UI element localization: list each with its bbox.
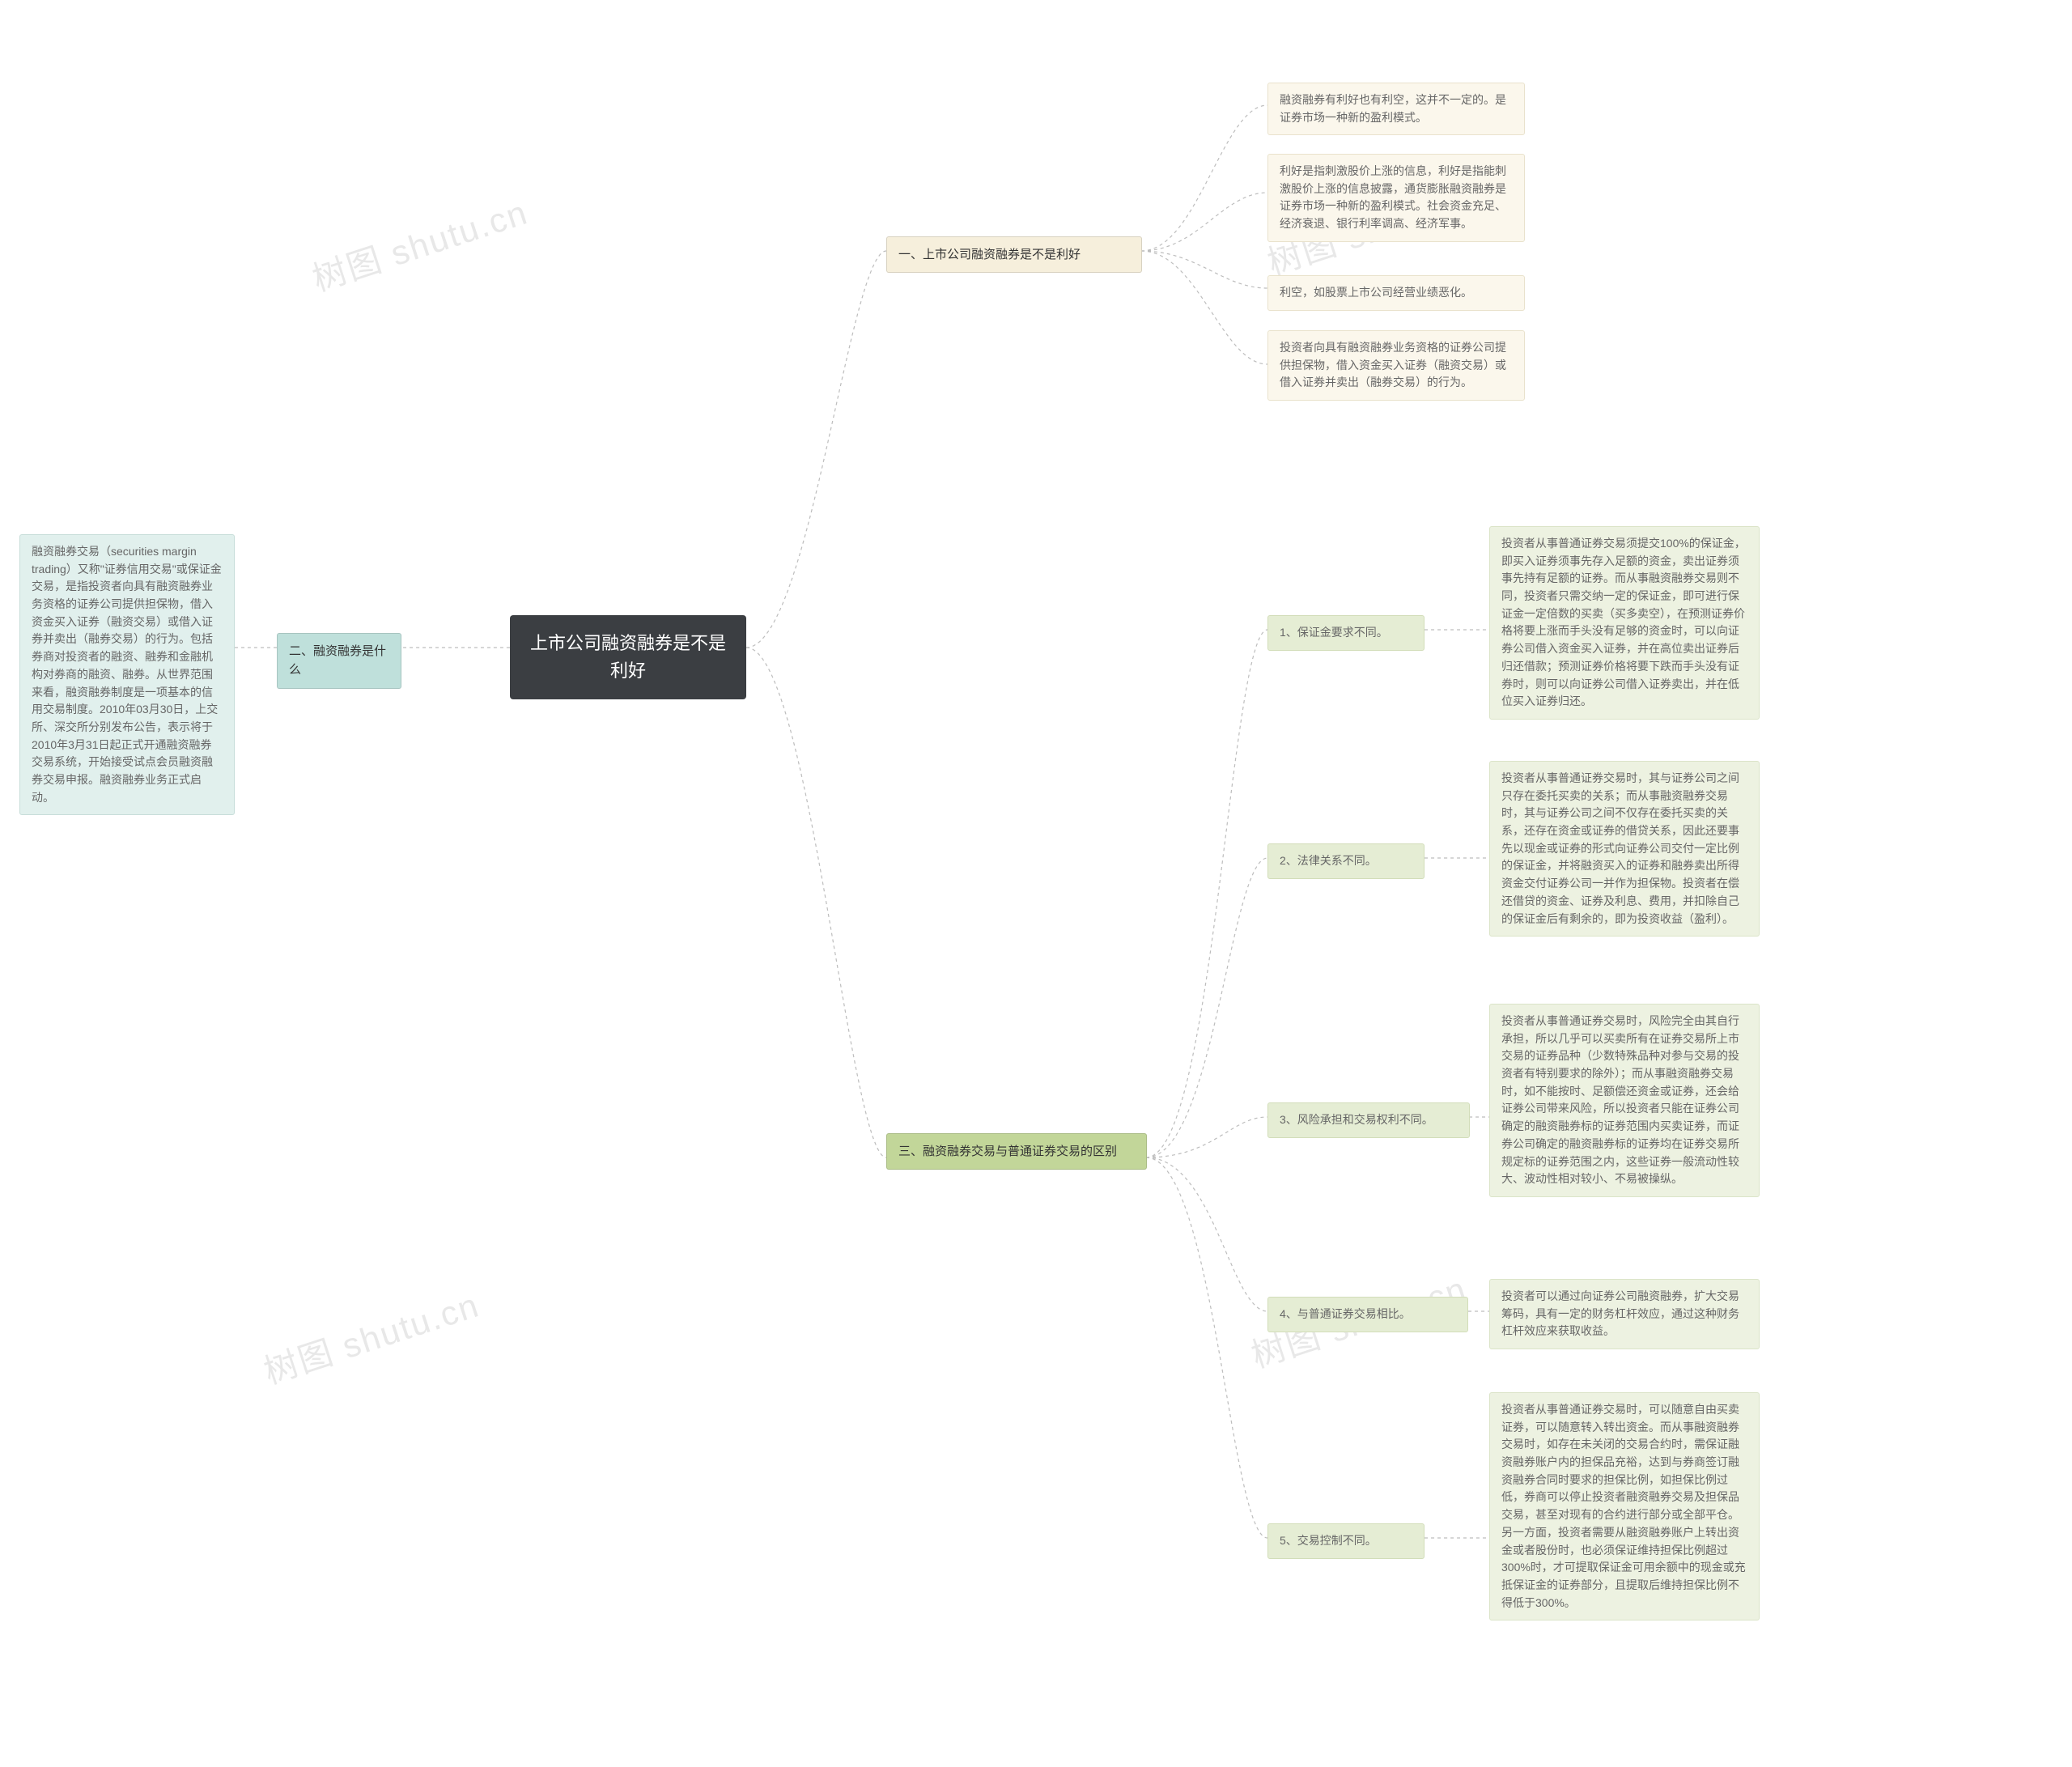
center-topic-text: 上市公司融资融券是不是利好 (530, 633, 726, 681)
item-detail-text: 投资者可以通过向证券公司融资融券，扩大交易筹码，具有一定的财务杠杆效应，通过这种… (1501, 1289, 1739, 1337)
branch-3-item-detail: 投资者可以通过向证券公司融资融券，扩大交易筹码，具有一定的财务杠杆效应，通过这种… (1489, 1279, 1760, 1349)
branch-3-item-label: 5、交易控制不同。 (1267, 1523, 1424, 1559)
branch-3-item-label: 1、保证金要求不同。 (1267, 615, 1424, 651)
branch-3-title: 三、融资融券交易与普通证券交易的区别 (886, 1133, 1147, 1170)
branch-3-item-label: 3、风险承担和交易权利不同。 (1267, 1102, 1470, 1138)
item-label-text: 4、与普通证券交易相比。 (1280, 1307, 1411, 1320)
leaf-text: 融资融券交易（securities margin trading）又称"证券信用… (32, 545, 222, 804)
branch-1-leaf: 利好是指刺激股价上涨的信息，利好是指能刺激股价上涨的信息披露，通货膨胀融资融券是… (1267, 154, 1525, 242)
branch-3-item-label: 4、与普通证券交易相比。 (1267, 1297, 1468, 1332)
leaf-text: 利空，如股票上市公司经营业绩恶化。 (1280, 286, 1472, 299)
watermark: 树图 shutu.cn (305, 185, 533, 301)
leaf-text: 投资者向具有融资融券业务资格的证券公司提供担保物，借入资金买入证券（融资交易）或… (1280, 341, 1506, 389)
branch-1-leaf: 利空，如股票上市公司经营业绩恶化。 (1267, 275, 1525, 311)
branch-1-leaf: 投资者向具有融资融券业务资格的证券公司提供担保物，借入资金买入证券（融资交易）或… (1267, 330, 1525, 401)
item-label-text: 5、交易控制不同。 (1280, 1534, 1377, 1547)
branch-3-item-detail: 投资者从事普通证券交易时，其与证券公司之间只存在委托买卖的关系；而从事融资融券交… (1489, 761, 1760, 937)
branch-2-title-text: 二、融资融券是什么 (289, 644, 386, 677)
branch-3-item-detail: 投资者从事普通证券交易时，可以随意自由买卖证券，可以随意转入转出资金。而从事融资… (1489, 1392, 1760, 1620)
item-label-text: 2、法律关系不同。 (1280, 854, 1377, 867)
item-label-text: 3、风险承担和交易权利不同。 (1280, 1113, 1433, 1126)
branch-3-item-detail: 投资者从事普通证券交易须提交100%的保证金，即买入证券须事先存入足额的资金，卖… (1489, 526, 1760, 720)
branch-3-title-text: 三、融资融券交易与普通证券交易的区别 (898, 1145, 1117, 1158)
watermark: 树图 shutu.cn (257, 1278, 485, 1394)
branch-1-title-text: 一、上市公司融资融券是不是利好 (898, 248, 1081, 261)
branch-2-title: 二、融资融券是什么 (277, 633, 401, 689)
branch-3-item-detail: 投资者从事普通证券交易时，风险完全由其自行承担，所以几乎可以买卖所有在证券交易所… (1489, 1004, 1760, 1197)
item-detail-text: 投资者从事普通证券交易时，可以随意自由买卖证券，可以随意转入转出资金。而从事融资… (1501, 1403, 1746, 1609)
item-label-text: 1、保证金要求不同。 (1280, 626, 1388, 639)
item-detail-text: 投资者从事普通证券交易时，风险完全由其自行承担，所以几乎可以买卖所有在证券交易所… (1501, 1014, 1739, 1185)
item-detail-text: 投资者从事普通证券交易时，其与证券公司之间只存在委托买卖的关系；而从事融资融券交… (1501, 771, 1739, 925)
center-topic: 上市公司融资融券是不是利好 (510, 615, 746, 699)
item-detail-text: 投资者从事普通证券交易须提交100%的保证金，即买入证券须事先存入足额的资金，卖… (1501, 537, 1746, 707)
branch-1-title: 一、上市公司融资融券是不是利好 (886, 236, 1142, 273)
leaf-text: 融资融券有利好也有利空，这并不一定的。是证券市场一种新的盈利模式。 (1280, 93, 1506, 124)
branch-1-leaf: 融资融券有利好也有利空，这并不一定的。是证券市场一种新的盈利模式。 (1267, 83, 1525, 135)
branch-2-leaf: 融资融券交易（securities margin trading）又称"证券信用… (19, 534, 235, 815)
branch-3-item-label: 2、法律关系不同。 (1267, 843, 1424, 879)
leaf-text: 利好是指刺激股价上涨的信息，利好是指能刺激股价上涨的信息披露，通货膨胀融资融券是… (1280, 164, 1506, 230)
